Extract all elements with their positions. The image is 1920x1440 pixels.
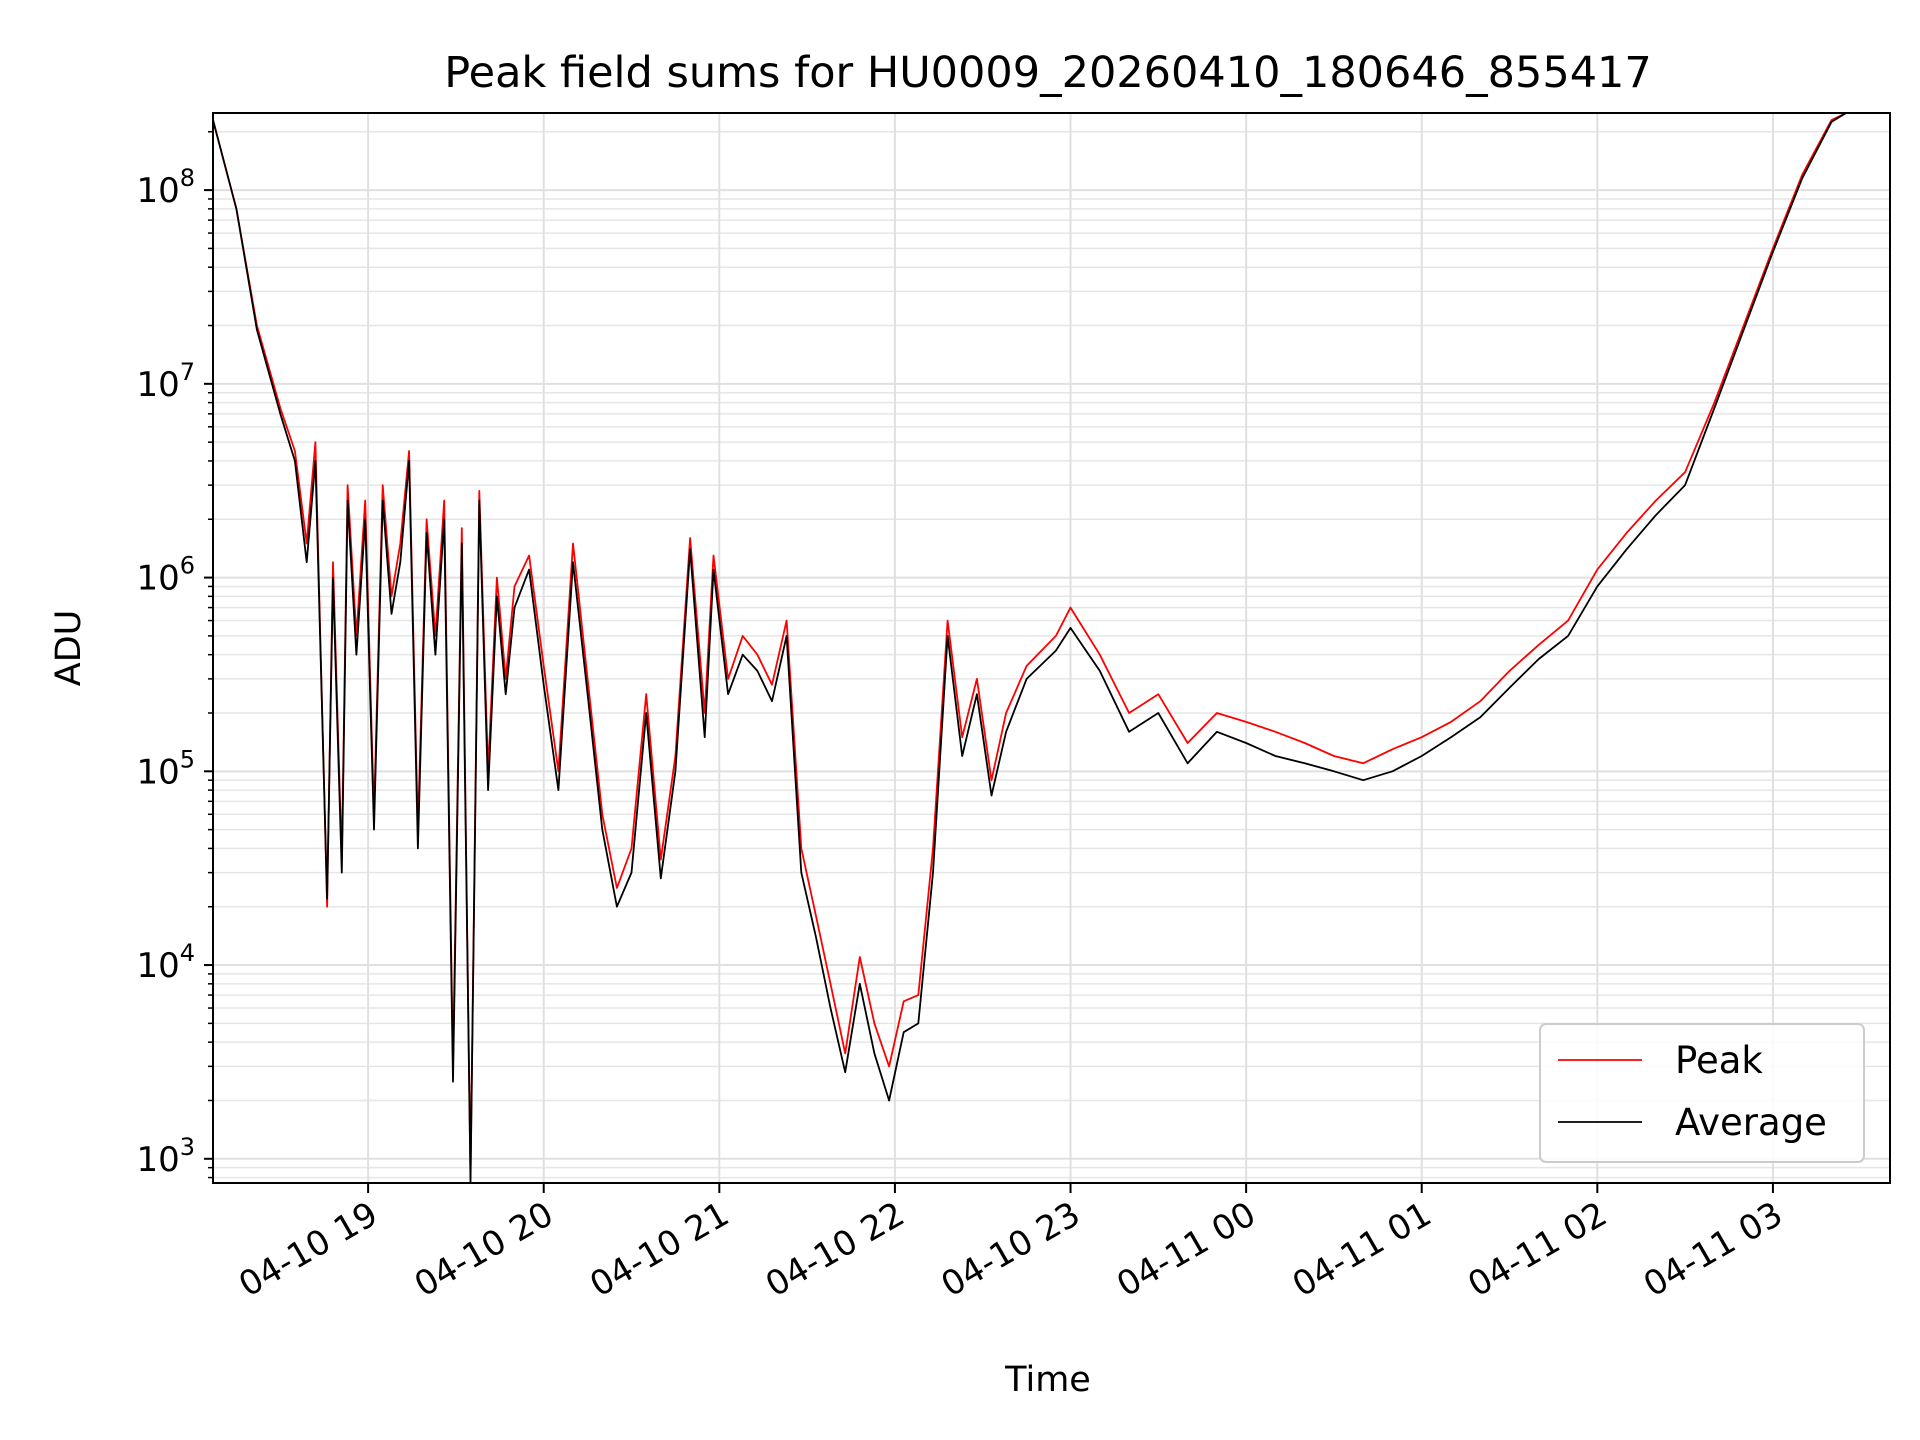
x-axis-label: Time xyxy=(1004,1360,1091,1400)
x-tick-label: 04-11 00 xyxy=(1110,1194,1262,1305)
y-tick-exponent: 4 xyxy=(180,939,195,967)
legend: Peak Average xyxy=(1539,1023,1865,1163)
series-line-average xyxy=(212,112,1847,1184)
x-tick-label: 04-11 02 xyxy=(1461,1194,1613,1305)
x-tick-label: 04-10 20 xyxy=(408,1194,560,1305)
y-tick-label: 103 xyxy=(136,1133,195,1180)
chart-title: Peak field sums for HU0009_20260410_1806… xyxy=(444,48,1652,98)
plot-frame xyxy=(212,112,1891,1184)
y-tick-exponent: 6 xyxy=(180,552,195,580)
plot-background xyxy=(213,113,1890,1183)
legend-box xyxy=(1539,1023,1865,1163)
legend-label-peak: Peak xyxy=(1675,1039,1763,1082)
y-tick-label: 108 xyxy=(136,164,195,211)
y-axis-label: ADU xyxy=(49,610,89,687)
x-tick-label: 04-11 01 xyxy=(1286,1194,1438,1305)
x-tick-label: 04-11 03 xyxy=(1637,1194,1789,1305)
x-tick-label: 04-10 23 xyxy=(935,1194,1087,1305)
y-tick-label: 106 xyxy=(136,552,195,599)
y-tick-label: 104 xyxy=(136,939,195,986)
series-layer xyxy=(212,112,1847,1184)
x-tick-label: 04-10 22 xyxy=(759,1194,911,1305)
y-axis: 103 104 105 106 107 108 xyxy=(136,131,213,1180)
y-tick-exponent: 5 xyxy=(180,745,195,773)
x-tick-label: 04-10 21 xyxy=(583,1194,735,1305)
legend-label-average: Average xyxy=(1675,1101,1827,1144)
y-tick-exponent: 8 xyxy=(180,164,195,192)
y-tick-label: 107 xyxy=(136,358,195,405)
y-tick-exponent: 3 xyxy=(180,1133,195,1161)
y-tick-exponent: 7 xyxy=(180,358,195,386)
minor-gridlines xyxy=(213,131,1890,1179)
x-axis: 04-10 19 04-10 20 04-10 21 04-10 22 04-10 23… xyxy=(232,1183,1789,1305)
x-tick-label: 04-10 19 xyxy=(232,1194,384,1305)
series-line-peak xyxy=(212,112,1847,1179)
y-tick-label: 105 xyxy=(136,745,195,792)
